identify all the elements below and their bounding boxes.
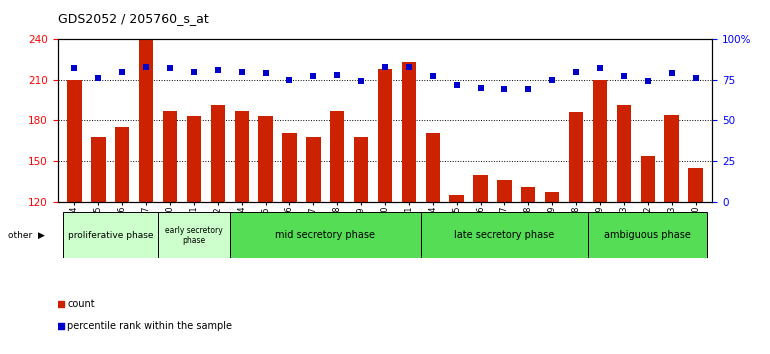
Point [570, 69, 582, 74]
Bar [378, 69, 392, 202]
Bar [641, 156, 655, 202]
Point [665, 70, 678, 76]
Point [307, 74, 320, 79]
Bar [235, 111, 249, 202]
Bar [211, 105, 225, 202]
Point [522, 87, 534, 92]
Point [188, 69, 200, 74]
Bar [688, 168, 703, 202]
Point [164, 65, 176, 71]
Bar [665, 115, 679, 202]
Bar [588, 212, 708, 258]
Bar [474, 175, 487, 202]
Point [546, 77, 558, 82]
Bar [426, 133, 440, 202]
Point [69, 65, 81, 71]
Text: early secretory
phase: early secretory phase [165, 226, 223, 245]
Point [212, 67, 224, 73]
Point [236, 69, 248, 74]
Bar [354, 137, 368, 202]
Bar [259, 116, 273, 202]
Bar [67, 80, 82, 202]
Point [618, 74, 630, 79]
Bar [187, 116, 201, 202]
Point [283, 77, 296, 82]
Point [355, 79, 367, 84]
Bar [569, 112, 583, 202]
Point [116, 69, 129, 74]
Point [140, 64, 152, 69]
Bar [91, 137, 105, 202]
Point [259, 70, 272, 76]
Point [92, 75, 105, 81]
Bar [139, 39, 153, 202]
Bar [421, 212, 588, 258]
Bar [330, 111, 344, 202]
Bar [497, 180, 511, 202]
Point [474, 85, 487, 91]
Bar [162, 111, 177, 202]
Point [272, 186, 284, 192]
Text: GDS2052 / 205760_s_at: GDS2052 / 205760_s_at [58, 12, 209, 25]
Point [450, 82, 463, 87]
Bar [450, 195, 464, 202]
Text: proliferative phase: proliferative phase [68, 231, 153, 240]
Point [331, 72, 343, 78]
Text: late secretory phase: late secretory phase [454, 230, 554, 240]
Bar [158, 212, 229, 258]
Bar [617, 105, 631, 202]
Bar [283, 133, 296, 202]
Bar [306, 137, 320, 202]
Text: percentile rank within the sample: percentile rank within the sample [68, 321, 233, 331]
Point [594, 65, 606, 71]
Point [403, 64, 415, 69]
Bar [521, 187, 535, 202]
Text: other  ▶: other ▶ [8, 231, 45, 240]
Text: mid secretory phase: mid secretory phase [276, 230, 375, 240]
Bar [402, 62, 416, 202]
Point [427, 74, 439, 79]
Text: ambiguous phase: ambiguous phase [604, 230, 691, 240]
Point [689, 75, 701, 81]
Point [498, 87, 511, 92]
Bar [593, 80, 608, 202]
Bar [545, 192, 559, 202]
Bar [62, 212, 158, 258]
Bar [115, 127, 129, 202]
Text: count: count [68, 299, 95, 309]
Point [379, 64, 391, 69]
Point [641, 79, 654, 84]
Bar [229, 212, 421, 258]
